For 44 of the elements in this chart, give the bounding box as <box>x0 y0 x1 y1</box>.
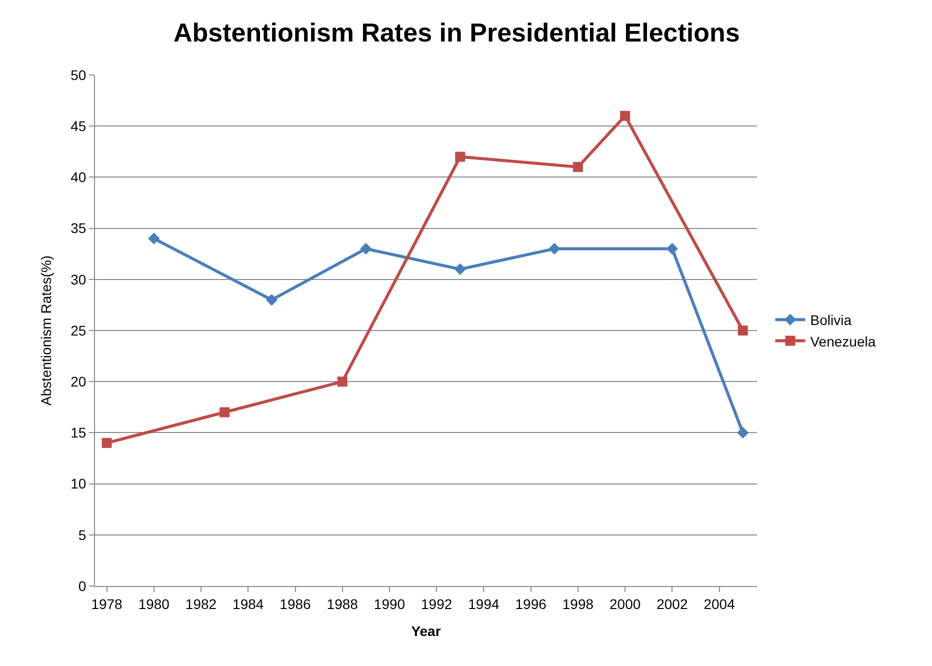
x-tick-label: 1998 <box>562 596 594 612</box>
y-tick-label: 30 <box>70 271 86 288</box>
x-tick-label: 1984 <box>232 596 264 612</box>
point <box>220 407 230 418</box>
point <box>620 110 630 121</box>
x-tick-label: 1982 <box>185 596 217 612</box>
x-tick-label: 1980 <box>138 596 170 612</box>
point <box>266 294 278 306</box>
y-axis-title: Abstentionism Rates(%) <box>38 255 54 406</box>
x-tick-label: 2000 <box>609 596 641 612</box>
x-tick-label: 1994 <box>468 596 500 612</box>
x-tick-label: 1996 <box>515 596 547 612</box>
x-tick-label: 2002 <box>656 596 688 612</box>
point <box>572 162 583 172</box>
point <box>102 438 112 448</box>
legend-label: Bolivia <box>810 312 852 328</box>
x-axis-title: Year <box>411 623 442 640</box>
point <box>737 426 749 439</box>
chart-title: Abstentionism Rates in Presidential Elections <box>173 18 740 48</box>
point <box>548 242 560 255</box>
x-tick-label: 1990 <box>374 596 406 612</box>
point <box>738 326 748 336</box>
legend-label: Venezuela <box>810 333 876 350</box>
point <box>455 152 466 162</box>
y-tick-label: 45 <box>70 118 86 134</box>
y-tick-label: 40 <box>70 169 86 186</box>
x-tick-label: 1986 <box>280 596 312 612</box>
point <box>148 232 160 244</box>
y-tick-label: 5 <box>78 526 86 543</box>
y-tick-label: 25 <box>70 322 86 338</box>
x-tick-label: 1992 <box>421 596 452 612</box>
point <box>337 376 348 387</box>
y-tick-label: 20 <box>70 374 86 390</box>
point <box>454 263 466 276</box>
y-tick-label: 15 <box>70 424 86 441</box>
y-tick-label: 50 <box>70 66 86 83</box>
y-tick-label: 0 <box>78 578 86 594</box>
x-tick-label: 1978 <box>91 596 123 612</box>
y-tick-label: 10 <box>70 476 86 492</box>
y-tick-label: 35 <box>70 220 86 236</box>
point <box>666 242 678 255</box>
point <box>360 242 372 255</box>
x-tick-label: 2004 <box>704 596 736 612</box>
x-tick-label: 1988 <box>326 596 358 612</box>
